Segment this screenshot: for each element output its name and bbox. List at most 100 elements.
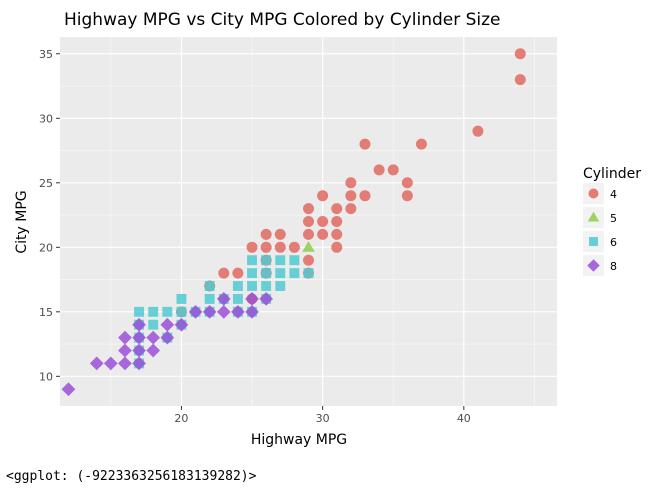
data-point-square [289, 268, 300, 279]
x-axis-ticks: 20 30 40 [174, 406, 471, 425]
data-point-diamond [216, 292, 231, 306]
data-point-circle [317, 228, 329, 240]
data-point-circle [303, 203, 314, 215]
y-tick-label: 10 [39, 370, 53, 383]
data-point-diamond [188, 304, 203, 319]
data-point-diamond [132, 343, 146, 358]
data-point-square [148, 319, 159, 330]
data-point-circle [359, 190, 371, 202]
data-point-circle [387, 164, 399, 176]
data-point-square [275, 268, 286, 279]
data-point-circle [274, 228, 286, 240]
data-point-circle [317, 216, 329, 227]
data-point-diamond [160, 330, 175, 345]
legend-diamond-icon [587, 259, 600, 272]
y-axis-title: City MPG [14, 190, 30, 253]
legend: Cylinder 4 5 6 8 [583, 166, 641, 276]
data-point-circle [303, 216, 314, 227]
data-point-circle [274, 241, 286, 253]
data-point-circle [345, 203, 357, 215]
data-point-circle [401, 190, 413, 202]
data-point-diamond [118, 343, 132, 358]
x-tick-label: 40 [457, 412, 471, 425]
data-point-circle [288, 241, 300, 253]
y-axis-ticks: 10 15 20 25 30 35 [39, 48, 60, 383]
data-point-square [232, 281, 243, 291]
data-point-square [232, 293, 243, 304]
data-point-circle [514, 74, 526, 86]
legend-label: 5 [610, 212, 617, 225]
data-point-square [176, 293, 187, 304]
output-repr-text: <ggplot: (-9223363256183139282)> [6, 469, 257, 484]
data-point-diamond [245, 292, 259, 306]
data-point-circle [260, 241, 272, 253]
data-point-diamond [146, 330, 161, 345]
data-point-circle [331, 241, 343, 253]
y-tick-label: 20 [39, 241, 53, 254]
data-point-circle [345, 177, 357, 189]
y-tick-label: 25 [39, 177, 53, 190]
data-point-square [275, 281, 286, 291]
data-point-triangle [302, 240, 315, 252]
legend-label: 4 [610, 188, 617, 201]
y-tick-label: 15 [39, 306, 53, 319]
data-point-diamond [245, 304, 259, 319]
data-point-diamond [118, 330, 132, 345]
data-point-square [303, 268, 314, 279]
data-point-circle [359, 138, 371, 150]
data-point-square [134, 306, 145, 317]
data-point-diamond [231, 304, 245, 319]
data-point-square [148, 306, 159, 317]
data-point-diamond [146, 343, 161, 358]
data-point-diamond [202, 304, 217, 319]
data-point-circle [345, 190, 357, 202]
data-point-circle [317, 190, 329, 202]
scatter-chart: Highway MPG vs City MPG Colored by Cylin… [14, 10, 641, 448]
data-point-square [275, 255, 286, 266]
data-point-circle [232, 267, 244, 279]
data-point-circle [514, 48, 526, 60]
data-point-square [162, 306, 173, 317]
data-point-circle [373, 164, 385, 176]
data-point-circle [331, 216, 343, 227]
data-point-square [176, 306, 187, 317]
minor-gridlines [60, 37, 557, 406]
y-tick-label: 30 [39, 112, 53, 125]
data-points [61, 48, 526, 397]
data-point-circle [401, 177, 413, 189]
data-point-square [204, 281, 215, 291]
data-point-circle [472, 125, 484, 137]
data-point-circle [415, 138, 427, 150]
data-point-diamond [118, 356, 132, 371]
data-point-circle [303, 254, 314, 266]
legend-title: Cylinder [583, 166, 641, 182]
legend-label: 6 [610, 236, 617, 249]
data-point-square [247, 255, 257, 266]
data-point-circle [303, 228, 314, 240]
x-tick-label: 20 [174, 412, 188, 425]
data-point-diamond [61, 382, 76, 397]
data-point-circle [260, 228, 272, 240]
legend-square-icon [589, 237, 598, 246]
data-point-square [247, 281, 257, 291]
data-point-diamond [132, 356, 146, 371]
data-point-diamond [89, 356, 104, 371]
data-point-diamond [259, 292, 274, 306]
data-point-diamond [103, 356, 118, 371]
data-point-circle [218, 267, 230, 279]
x-axis-title: Highway MPG [251, 432, 347, 448]
data-point-diamond [160, 317, 175, 332]
data-point-diamond [174, 317, 189, 332]
chart-title: Highway MPG vs City MPG Colored by Cylin… [64, 10, 501, 30]
data-point-square [289, 255, 300, 266]
data-point-square [204, 293, 215, 304]
data-point-diamond [132, 330, 146, 345]
legend-triangle-icon [587, 211, 600, 222]
x-tick-label: 30 [316, 412, 330, 425]
data-point-diamond [216, 304, 231, 319]
data-point-circle [246, 241, 258, 253]
data-point-square [261, 281, 272, 291]
data-point-circle [331, 203, 343, 215]
data-point-circle [331, 228, 343, 240]
data-point-square [261, 268, 272, 279]
